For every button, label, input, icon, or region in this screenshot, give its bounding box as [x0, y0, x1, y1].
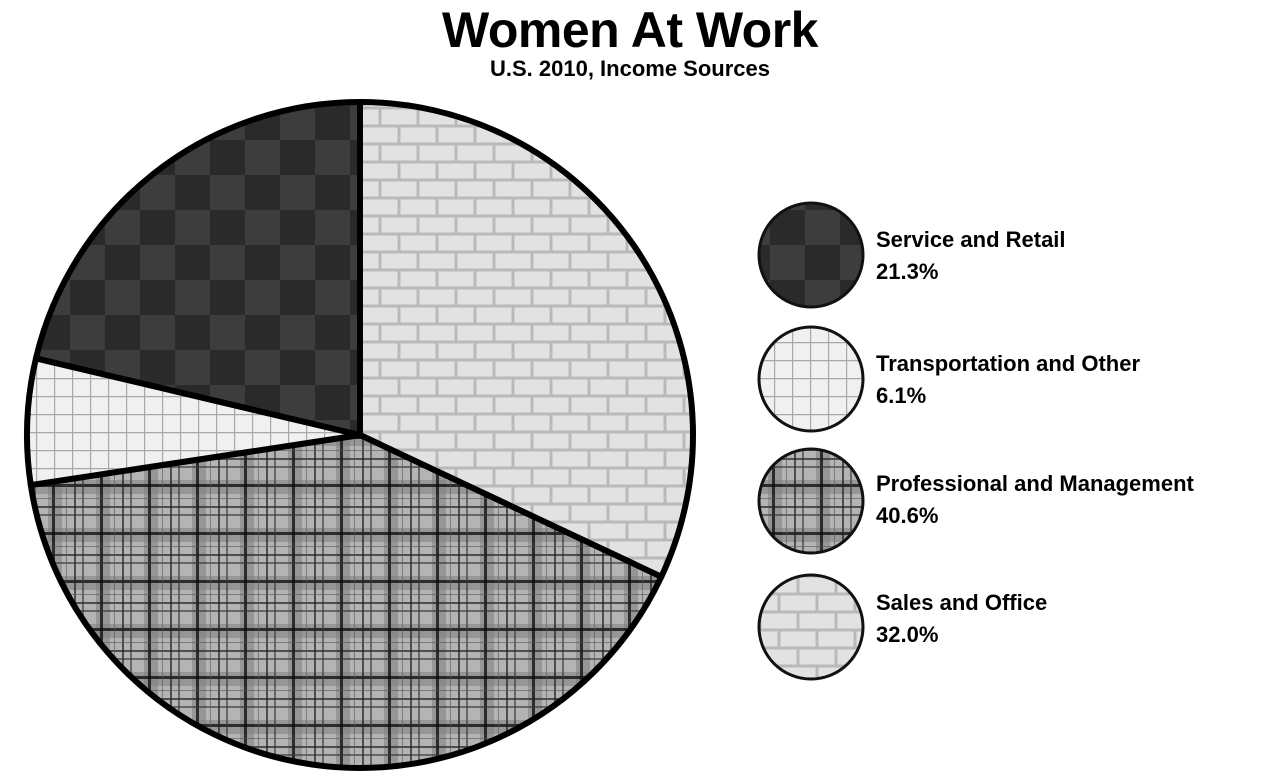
legend-swatch-sales-and-office	[757, 573, 865, 681]
legend-swatch-professional-and-management	[757, 447, 865, 555]
legend-swatches	[757, 201, 865, 681]
legend-label: Professional and Management	[876, 471, 1194, 496]
legend-label: Service and Retail	[876, 227, 1066, 252]
chart-subtitle: U.S. 2010, Income Sources	[489, 56, 771, 81]
pie-slices	[24, 99, 696, 771]
chart-title: Women At Work	[442, 2, 818, 58]
pie-slice-professional-and-management	[27, 432, 665, 771]
legend-value: 21.3%	[876, 259, 939, 284]
legend-label: Transportation and Other	[876, 351, 1141, 376]
pie-slice-service-and-retail	[32, 99, 363, 438]
legend-swatch-transportation-and-other	[757, 325, 865, 433]
legend-item-service-and-retail: Service and Retail 21.3%	[756, 202, 1266, 312]
pie-slice-sales-and-office	[357, 99, 696, 580]
legend-item-sales-and-office: Sales and Office 32.0%	[756, 565, 1266, 675]
legend-label: Sales and Office	[876, 590, 1048, 615]
legend-swatch-service-and-retail	[757, 201, 865, 309]
legend-value: 6.1%	[876, 383, 927, 408]
legend-item-professional-and-management: Professional and Management 40.6%	[756, 446, 1266, 556]
legend-item-transportation-and-other: Transportation and Other 6.1%	[756, 326, 1266, 436]
legend-value: 32.0%	[876, 622, 939, 647]
legend-value: 40.6%	[876, 503, 939, 528]
